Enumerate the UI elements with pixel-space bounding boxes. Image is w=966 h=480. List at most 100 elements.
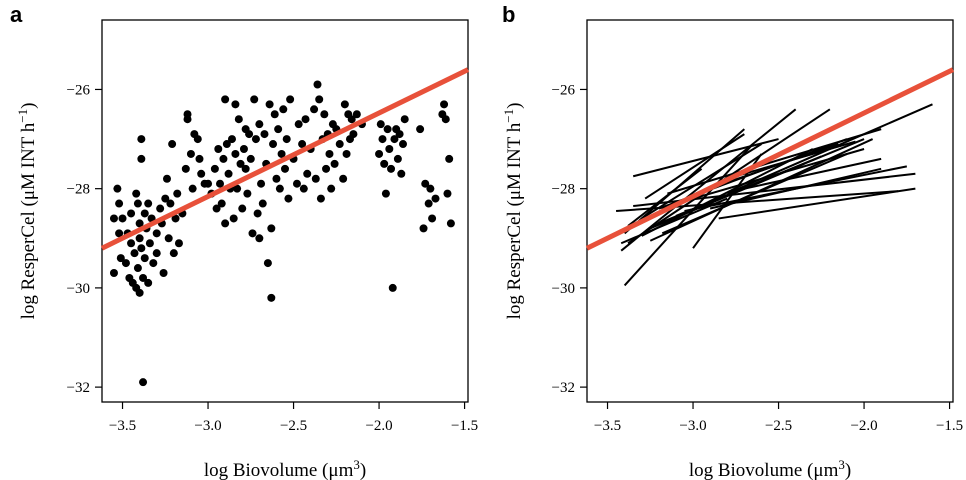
data-point <box>164 234 173 243</box>
data-point <box>188 184 197 193</box>
panel-b-chart: b −3.5 −3.0 −2.5 −2.0 −1.5 −32 −30 −28 −26 log B… <box>501 2 963 480</box>
data-point <box>145 239 154 248</box>
data-point <box>340 100 349 109</box>
data-point <box>322 164 331 173</box>
data-point <box>121 259 130 268</box>
data-point <box>152 249 161 258</box>
data-point <box>133 199 142 208</box>
data-point <box>193 135 202 144</box>
data-point <box>424 199 433 208</box>
regression-segment <box>641 143 762 220</box>
regression-segment <box>620 108 797 252</box>
data-point <box>171 214 180 223</box>
panel-a-chart: a −3.5 −3.0 −2.5 −2.0 −1.5 −32 −30 −28 −26 log B… <box>10 2 478 480</box>
panel-b-y-tick-label: −30 <box>552 281 575 297</box>
data-point <box>253 209 262 218</box>
data-point <box>245 130 254 139</box>
data-point <box>383 125 392 134</box>
data-point <box>239 144 248 153</box>
data-point <box>238 204 247 213</box>
panel-a-plot-frame <box>101 19 469 403</box>
data-point <box>310 105 319 114</box>
data-point <box>416 125 425 134</box>
data-point <box>330 159 339 168</box>
data-point <box>375 149 384 158</box>
data-point <box>352 110 361 119</box>
regression-segment <box>718 187 916 220</box>
data-point <box>298 140 307 149</box>
data-point <box>221 95 230 104</box>
data-point <box>260 130 269 139</box>
panel-a-x-tick-label: −2.0 <box>365 418 392 434</box>
data-point <box>137 244 146 253</box>
data-point <box>214 144 223 153</box>
regression-segment <box>661 153 848 235</box>
data-point <box>135 234 144 243</box>
panel-a-x-tick-label: −1.5 <box>451 418 478 434</box>
data-point <box>115 229 124 238</box>
data-point <box>169 249 178 258</box>
panel-b-plot-frame <box>586 19 954 403</box>
panel-b-segments <box>616 103 933 287</box>
data-point <box>248 229 257 238</box>
data-point <box>282 135 291 144</box>
regression-segment <box>744 157 882 190</box>
data-point <box>197 169 206 178</box>
data-point <box>267 293 276 302</box>
data-point <box>162 174 171 183</box>
data-point <box>255 120 264 129</box>
data-point <box>446 219 455 228</box>
data-point <box>219 154 228 163</box>
data-point <box>301 115 310 124</box>
data-point <box>140 254 149 263</box>
data-point <box>387 164 396 173</box>
data-point <box>299 184 308 193</box>
regression-segment <box>735 140 856 178</box>
data-point <box>380 159 389 168</box>
data-point <box>349 130 358 139</box>
panel-b-x-axis-title: log Biovolume (μm3) <box>689 457 851 480</box>
data-point <box>144 199 153 208</box>
data-point <box>156 204 165 213</box>
data-point <box>263 259 272 268</box>
data-point <box>255 234 264 243</box>
panel-b-axes: −3.5 −3.0 −2.5 −2.0 −1.5 −32 −30 −28 −26 <box>552 82 964 434</box>
panel-a-x-tick-label: −2.5 <box>280 418 307 434</box>
data-point <box>316 194 325 203</box>
data-point <box>181 164 190 173</box>
data-point <box>113 184 122 193</box>
regression-segment <box>709 167 882 210</box>
panel-b-x-tick-label: −2.5 <box>765 418 792 434</box>
data-point <box>135 219 144 228</box>
data-point <box>229 214 238 223</box>
data-point <box>257 179 266 188</box>
regression-segment <box>675 155 822 217</box>
data-point <box>183 115 192 124</box>
data-point <box>166 199 175 208</box>
data-point <box>313 80 322 89</box>
data-point <box>152 229 161 238</box>
data-point <box>441 115 450 124</box>
panel-a-letter: a <box>10 2 23 27</box>
data-point <box>118 214 127 223</box>
panel-b-x-tick-label: −3.0 <box>679 418 706 434</box>
data-point <box>149 259 158 268</box>
data-point <box>231 100 240 109</box>
data-point <box>109 269 118 278</box>
regression-segment <box>627 168 703 227</box>
data-point <box>419 224 428 233</box>
data-point <box>390 135 399 144</box>
data-point <box>246 154 255 163</box>
data-point <box>388 283 397 292</box>
panel-b-x-tick-label: −1.5 <box>936 418 963 434</box>
panel-a-y-tick-label: −32 <box>67 380 90 396</box>
data-point <box>195 154 204 163</box>
panel-a-x-axis-title: log Biovolume (μm3) <box>204 457 366 480</box>
regression-segment <box>684 148 865 203</box>
data-point <box>445 154 454 163</box>
data-point <box>212 204 221 213</box>
data-point <box>217 199 226 208</box>
data-point <box>173 189 182 198</box>
data-point <box>397 169 406 178</box>
data-point <box>234 115 243 124</box>
